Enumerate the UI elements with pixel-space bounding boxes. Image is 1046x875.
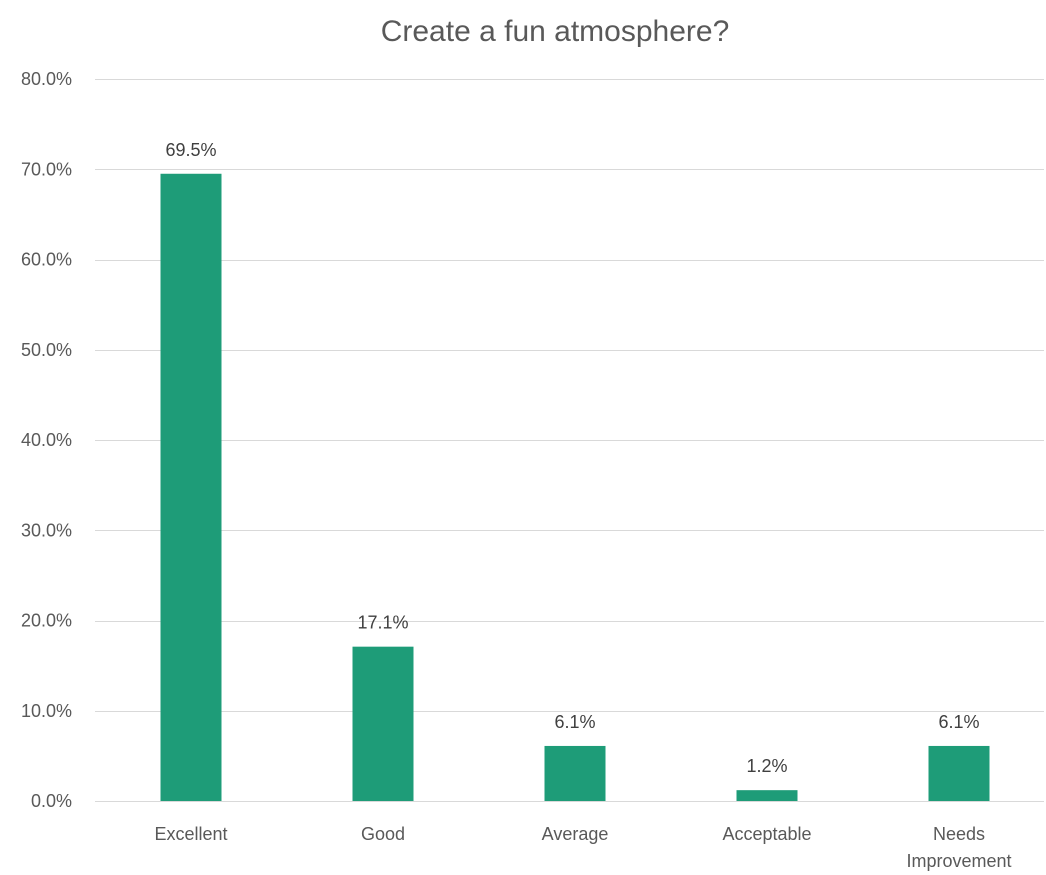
- data-label: 6.1%: [554, 712, 595, 732]
- data-label: 69.5%: [165, 140, 216, 160]
- bar-acceptable: [736, 790, 798, 801]
- y-tick-label: 50.0%: [21, 340, 72, 360]
- data-label: 17.1%: [357, 613, 408, 633]
- y-tick-label: 10.0%: [21, 701, 72, 721]
- y-tick-label: 0.0%: [31, 791, 72, 811]
- category-label-line: Excellent: [154, 824, 227, 844]
- y-axis-tick-labels: 0.0% 10.0% 20.0% 30.0% 40.0% 50.0% 60.0% 70.0% 8…: [21, 69, 72, 811]
- x-axis-category-labels: Excellent Good Average Acceptable Needs Impro…: [154, 824, 1011, 871]
- data-labels: 69.5% 17.1% 6.1% 1.2% 6.1%: [165, 140, 979, 776]
- bar-average: [544, 745, 606, 801]
- category-label: Excellent: [154, 824, 227, 844]
- y-tick-label: 80.0%: [21, 69, 72, 89]
- category-label: Average: [542, 824, 609, 844]
- bars: [160, 173, 990, 801]
- chart-title: Create a fun atmosphere?: [381, 15, 730, 48]
- bar-needs-improvement: [928, 745, 990, 801]
- gridlines: [95, 79, 1044, 802]
- y-tick-label: 30.0%: [21, 520, 72, 540]
- bar-good: [352, 646, 414, 801]
- category-label: Good: [361, 824, 405, 844]
- data-label: 6.1%: [938, 712, 979, 732]
- y-tick-label: 40.0%: [21, 430, 72, 450]
- category-label: Needs Improvement: [906, 824, 1011, 871]
- category-label-line: Average: [542, 824, 609, 844]
- bar-excellent: [160, 173, 222, 801]
- y-tick-label: 20.0%: [21, 611, 72, 631]
- category-label-line: Needs: [933, 824, 985, 844]
- y-tick-label: 60.0%: [21, 250, 72, 270]
- category-label-line: Improvement: [906, 851, 1011, 871]
- data-label: 1.2%: [746, 756, 787, 776]
- category-label-line: Acceptable: [722, 824, 811, 844]
- category-label-line: Good: [361, 824, 405, 844]
- category-label: Acceptable: [722, 824, 811, 844]
- y-tick-label: 70.0%: [21, 159, 72, 179]
